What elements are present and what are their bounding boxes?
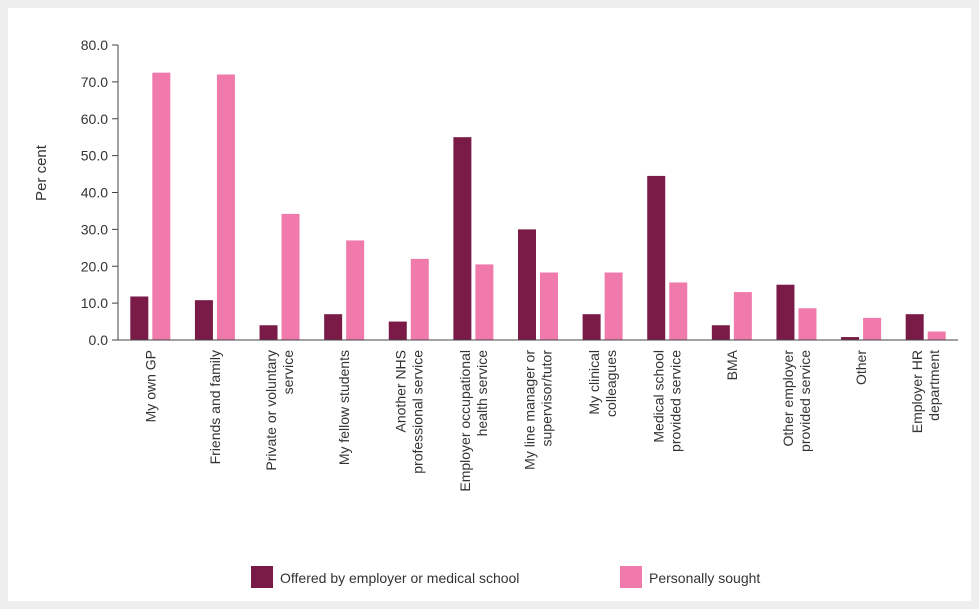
bar-personally-sought — [733, 292, 752, 340]
legend-swatch — [620, 566, 642, 588]
legend-label: Offered by employer or medical school — [280, 570, 519, 586]
y-tick-label: 60.0 — [81, 111, 108, 127]
category-label-line: My clinical — [586, 350, 602, 415]
y-tick-label: 20.0 — [81, 258, 108, 274]
category-label-line: Other employer — [780, 350, 796, 447]
bar-personally-sought — [863, 317, 882, 340]
bar-offered — [388, 321, 407, 340]
category-label-line: My line manager or — [522, 350, 538, 470]
legend-label: Personally sought — [649, 570, 760, 586]
bar-offered — [776, 284, 795, 340]
y-tick-label: 80.0 — [81, 37, 108, 53]
bar-personally-sought — [281, 213, 300, 340]
category-label: Other — [853, 350, 869, 385]
category-label-line: health service — [474, 350, 490, 437]
category-label-line: Another NHS — [392, 350, 408, 432]
category-label-line: My own GP — [142, 350, 158, 422]
bar-offered — [194, 300, 213, 340]
category-label-line: provided service — [668, 350, 684, 452]
category-label: Friends and family — [207, 350, 223, 464]
bar-personally-sought — [604, 272, 623, 340]
category-label: Employer occupational health service — [457, 350, 490, 492]
bar-personally-sought — [540, 272, 558, 340]
y-tick-label: 10.0 — [81, 295, 108, 311]
bar-offered — [453, 137, 472, 340]
bar-offered — [647, 175, 666, 340]
category-label-line: Medical school — [651, 350, 667, 443]
y-axis-title: Per cent — [33, 144, 50, 201]
category-label: My line manager or supervisor/tutor — [522, 350, 555, 470]
category-label-line: Private or voluntary — [263, 350, 279, 471]
category-label-line: Employer occupational — [457, 350, 473, 492]
bar-offered — [518, 229, 536, 340]
bar-offered — [905, 314, 924, 340]
y-tick-label: 40.0 — [81, 185, 108, 201]
bar-personally-sought — [669, 282, 688, 340]
bar-personally-sought — [798, 308, 817, 340]
category-label-line: professional service — [409, 350, 425, 474]
bar-personally-sought — [152, 72, 171, 340]
category-label: Other employer provided service — [780, 350, 813, 452]
bar-personally-sought — [410, 258, 429, 340]
category-label: My fellow students — [336, 350, 352, 465]
legend-swatch — [251, 566, 273, 588]
category-label-line: service — [280, 350, 296, 395]
x-axis: My own GP Friends and family Private or vo… — [118, 339, 958, 492]
y-tick-label: 30.0 — [81, 221, 108, 237]
category-label-line: My fellow students — [336, 350, 352, 465]
category-label: Medical school provided service — [651, 350, 684, 452]
legend: Offered by employer or medical school Per… — [251, 566, 760, 588]
y-tick-label: 70.0 — [81, 74, 108, 90]
bar-offered — [130, 296, 149, 340]
bar-offered — [711, 325, 730, 340]
bar-chart: 0.0 10.0 20.0 30.0 40.0 50.0 60.0 70.0 80.0 My o… — [33, 37, 958, 588]
category-label: Employer HR department — [909, 350, 942, 433]
y-tick-label: 0.0 — [89, 332, 109, 348]
y-tick-label: 50.0 — [81, 148, 108, 164]
category-label-line: Other — [853, 350, 869, 385]
category-label: My own GP — [142, 350, 158, 422]
category-label-line: supervisor/tutor — [539, 350, 555, 447]
bar-offered — [324, 314, 343, 340]
bar-personally-sought — [216, 74, 235, 340]
bar-offered — [582, 314, 601, 340]
category-label: Private or voluntary service — [263, 350, 296, 471]
category-label-line: Friends and family — [207, 350, 223, 464]
bar-personally-sought — [927, 331, 946, 340]
y-axis: 0.0 10.0 20.0 30.0 40.0 50.0 60.0 70.0 80.0 — [81, 37, 119, 348]
bars — [130, 72, 946, 340]
category-label-line: provided service — [797, 350, 813, 452]
category-label: Another NHS professional service — [392, 350, 425, 474]
bar-offered — [841, 337, 860, 340]
bar-personally-sought — [346, 240, 365, 340]
category-label-line: Employer HR — [909, 350, 925, 433]
category-label-line: colleagues — [603, 350, 619, 417]
category-label-line: BMA — [724, 349, 740, 380]
category-label-line: department — [926, 350, 942, 421]
bar-personally-sought — [475, 264, 494, 340]
chart-panel: 0.0 10.0 20.0 30.0 40.0 50.0 60.0 70.0 80.0 My o… — [8, 8, 971, 601]
bar-offered — [259, 325, 278, 340]
category-label: BMA — [724, 349, 740, 380]
category-label: My clinical colleagues — [586, 350, 619, 417]
